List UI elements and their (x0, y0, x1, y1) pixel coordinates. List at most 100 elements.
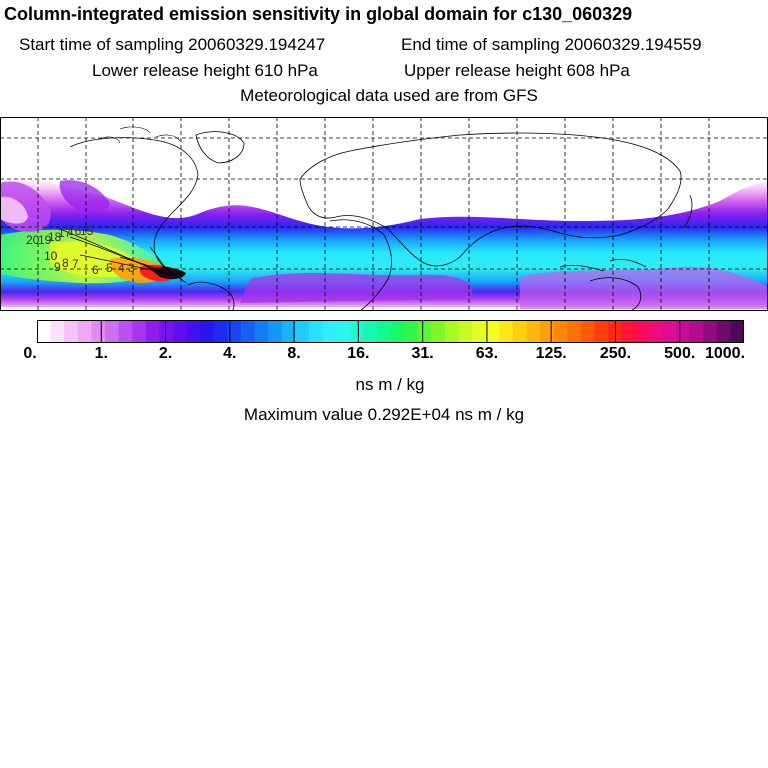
color-scale-cell (485, 320, 500, 343)
color-scale-cell (37, 320, 52, 343)
color-scale-cell (308, 320, 324, 343)
units-row: ns m / kg (0, 375, 768, 395)
color-scale-cell (172, 320, 188, 343)
lower-release-label: Lower release height 610 hPa (92, 61, 318, 80)
trajectory-day-label: 9 (54, 260, 61, 274)
color-scale-cell (662, 320, 677, 343)
trajectory-day-label: 17 (58, 226, 72, 240)
color-scale-cell (349, 320, 364, 343)
color-scale-cell (431, 320, 446, 343)
color-scale-cell (132, 320, 147, 343)
trajectory-day-label: 18 (48, 230, 62, 244)
color-scale-cell (730, 320, 744, 343)
color-scale-cell (676, 320, 691, 343)
max-value-label: Maximum value 0.292E+04 ns m / kg (243, 405, 525, 424)
color-scale-cell (540, 320, 555, 343)
color-scale-cell (635, 320, 650, 343)
color-scale-cell (580, 320, 596, 343)
color-scale-cell (594, 320, 609, 343)
color-scale-cell (77, 320, 92, 343)
trajectory-day-label: 8 (62, 256, 69, 270)
color-scale-tick-label: 31. (411, 345, 434, 362)
trajectory-day-label: 19 (38, 233, 52, 247)
color-scale-cell (567, 320, 582, 343)
met-data-label: Meteorological data used are from GFS (240, 86, 538, 105)
color-scale-cell (118, 320, 133, 343)
color-scale-tick-label: 16. (347, 345, 370, 362)
met-data-row: Meteorological data used are from GFS (0, 86, 768, 106)
color-scale-cell (526, 320, 541, 343)
color-scale-tick-label: 1. (94, 345, 108, 362)
color-scale-cell (716, 320, 732, 343)
color-scale-cell (50, 320, 65, 343)
color-scale-cell (512, 320, 528, 343)
color-scale-cell (376, 320, 392, 343)
color-scale-cell (227, 320, 242, 343)
color-scale-cell (64, 320, 79, 343)
color-scale-cell (186, 320, 201, 343)
africa-outline (329, 219, 392, 311)
color-scale-cell (254, 320, 269, 343)
north-america-outline (69, 137, 199, 284)
color-scale-cell (444, 320, 460, 343)
trajectory-day-label: 20 (26, 233, 40, 247)
color-scale-cell (499, 320, 514, 343)
greenland-outline (195, 131, 245, 164)
color-scale-cell (472, 320, 487, 343)
color-scale-cell (703, 320, 718, 343)
color-scale-tick-label: 250. (599, 345, 632, 362)
color-scale-cell (145, 320, 160, 343)
color-scale-cell (648, 320, 664, 343)
color-scale-cell (553, 320, 568, 343)
color-scale-tick-label: 125. (535, 345, 567, 362)
japan-outline (683, 194, 693, 228)
southern-band-east (520, 266, 768, 309)
color-scale-cell (417, 320, 432, 343)
color-scale-cell (295, 320, 310, 343)
color-scale-cell (390, 320, 405, 343)
color-scale-tick-label: 0. (23, 345, 37, 362)
units-label: ns m / kg (355, 375, 425, 394)
color-scale-cell (159, 320, 174, 343)
trajectory-day-label: 16 (68, 224, 82, 238)
color-scale-cell (91, 320, 106, 343)
color-scale-cell (621, 320, 636, 343)
color-scale-tick-label: 63. (475, 345, 499, 362)
color-scale-tick-label: 8. (287, 345, 301, 362)
color-scale-tick-label: 2. (158, 345, 173, 362)
color-scale-tick-label: 4. (223, 345, 237, 362)
arctic-islands-outline (99, 126, 181, 144)
color-scale-cell (458, 320, 473, 343)
eurasia-outline (299, 132, 682, 267)
color-scale-cell (281, 320, 296, 343)
southern-band (240, 272, 473, 303)
south-america-outline (187, 281, 235, 311)
color-scale-cell (336, 320, 351, 343)
color-scale-cell (104, 320, 120, 343)
trajectory-day-label: 15 (80, 224, 94, 238)
color-scale-cell (689, 320, 704, 343)
color-scale-tick-label: 500. (664, 345, 696, 362)
trajectory-day-label: 4 (118, 261, 125, 275)
northern-swirl-inner (0, 196, 28, 224)
color-scale-bar (37, 320, 744, 343)
color-scale-cell (268, 320, 283, 343)
trajectory-day-label: 7 (72, 257, 79, 271)
pacific-magenta-plume (59, 180, 110, 213)
color-scale-cell (363, 320, 378, 343)
color-scale-tick-label: 1000. (704, 345, 746, 362)
upper-release-label: Upper release height 608 hPa (404, 61, 630, 80)
color-scale-cell (200, 320, 215, 343)
trajectory-lines (59, 228, 173, 276)
color-scale-cell (213, 320, 228, 343)
trajectory-day-label: 6 (92, 263, 99, 277)
australia-outline (589, 277, 642, 311)
max-value-row: Maximum value 0.292E+04 ns m / kg (0, 405, 768, 425)
trajectory-day-label: 3 (128, 261, 135, 275)
end-time-label: End time of sampling 20060329.194559 (401, 35, 702, 54)
start-time-label: Start time of sampling 20060329.194247 (19, 35, 326, 54)
trajectory-day-label: 5 (106, 261, 113, 275)
trajectory-day-label: 10 (44, 249, 58, 263)
